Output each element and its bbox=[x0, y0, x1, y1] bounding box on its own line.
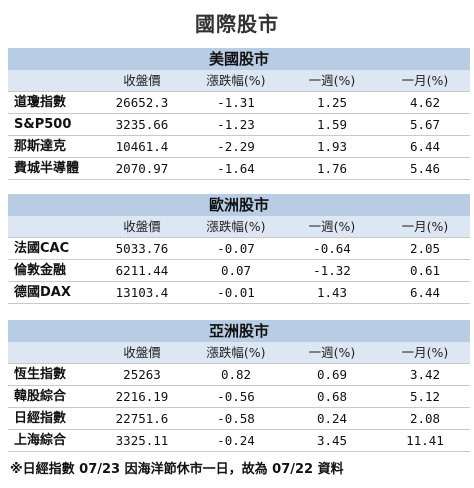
column-header: 一月(%) bbox=[401, 219, 449, 234]
index-name: 德國DAX bbox=[14, 285, 71, 300]
column-header: 收盤價 bbox=[123, 73, 161, 88]
column-header: 漲跌幅(%) bbox=[206, 219, 266, 234]
close-price: 3325.11 bbox=[115, 433, 169, 448]
week-pct: 1.43 bbox=[316, 285, 348, 300]
table-row: 法國CAC 5033.76 -0.07 -0.64 2.05 bbox=[8, 238, 470, 260]
table-row: 道瓊指數 26652.3 -1.31 1.25 4.62 bbox=[8, 92, 470, 114]
week-pct: 1.59 bbox=[316, 117, 348, 132]
column-header: 一月(%) bbox=[401, 73, 449, 88]
close-price: 25263 bbox=[123, 367, 161, 382]
close-price: 2216.19 bbox=[115, 389, 169, 404]
month-pct: 6.44 bbox=[409, 285, 441, 300]
change-pct: -0.24 bbox=[217, 433, 255, 448]
month-pct: 2.08 bbox=[409, 411, 441, 426]
section-europe: 歐洲股市 收盤價 漲跌幅(%) 一週(%) 一月(%) 法國CAC 5033.7… bbox=[8, 194, 470, 304]
index-name: 道瓊指數 bbox=[14, 95, 67, 110]
index-name: 倫敦金融 bbox=[14, 263, 67, 278]
index-name: S&P500 bbox=[14, 117, 72, 132]
month-pct: 0.61 bbox=[409, 263, 441, 278]
table-row: 日經指數 22751.6 -0.58 0.24 2.08 bbox=[8, 408, 470, 430]
table-row: 那斯達克 10461.4 -2.29 1.93 6.44 bbox=[8, 136, 470, 158]
column-header-row: 收盤價 漲跌幅(%) 一週(%) 一月(%) bbox=[8, 70, 470, 92]
week-pct: 1.76 bbox=[316, 161, 348, 176]
column-header-row: 收盤價 漲跌幅(%) 一週(%) 一月(%) bbox=[8, 216, 470, 238]
close-price: 22751.6 bbox=[115, 411, 169, 426]
section-us: 美國股市 收盤價 漲跌幅(%) 一週(%) 一月(%) 道瓊指數 26652.3… bbox=[8, 48, 470, 180]
close-price: 10461.4 bbox=[115, 139, 169, 154]
table-row: S&P500 3235.66 -1.23 1.59 5.67 bbox=[8, 114, 470, 136]
column-header-row: 收盤價 漲跌幅(%) 一週(%) 一月(%) bbox=[8, 342, 470, 364]
month-pct: 4.62 bbox=[409, 95, 441, 110]
column-header bbox=[8, 216, 96, 237]
week-pct: -1.32 bbox=[313, 263, 351, 278]
change-pct: -1.64 bbox=[217, 161, 255, 176]
change-pct: -1.23 bbox=[217, 117, 255, 132]
section-title: 美國股市 bbox=[8, 48, 470, 70]
month-pct: 2.05 bbox=[409, 241, 441, 256]
change-pct: -0.58 bbox=[217, 411, 255, 426]
section-title: 亞洲股市 bbox=[8, 320, 470, 342]
week-pct: 0.69 bbox=[316, 367, 348, 382]
month-pct: 5.12 bbox=[409, 389, 441, 404]
section-title: 歐洲股市 bbox=[8, 194, 470, 216]
index-name: 費城半導體 bbox=[14, 161, 80, 176]
column-header: 一週(%) bbox=[308, 219, 356, 234]
week-pct: -0.64 bbox=[313, 241, 351, 256]
table-body: 道瓊指數 26652.3 -1.31 1.25 4.62 S&P500 3235… bbox=[8, 92, 470, 180]
month-pct: 5.46 bbox=[409, 161, 441, 176]
week-pct: 0.24 bbox=[316, 411, 348, 426]
column-header: 收盤價 bbox=[123, 345, 161, 360]
column-header: 一週(%) bbox=[308, 345, 356, 360]
close-price: 26652.3 bbox=[115, 95, 169, 110]
change-pct: 0.82 bbox=[220, 367, 252, 382]
column-header: 漲跌幅(%) bbox=[206, 345, 266, 360]
change-pct: -1.31 bbox=[217, 95, 255, 110]
change-pct: 0.07 bbox=[220, 263, 252, 278]
footnote: ※日經指數 07/23 因海洋節休市一日，故為 07/22 資料 bbox=[10, 462, 344, 477]
column-header: 一月(%) bbox=[401, 345, 449, 360]
table-body: 法國CAC 5033.76 -0.07 -0.64 2.05 倫敦金融 6211… bbox=[8, 238, 470, 304]
column-header: 收盤價 bbox=[123, 219, 161, 234]
table-row: 韓股綜合 2216.19 -0.56 0.68 5.12 bbox=[8, 386, 470, 408]
month-pct: 11.41 bbox=[406, 433, 444, 448]
page-title: 國際股市 bbox=[195, 12, 279, 36]
close-price: 2070.97 bbox=[115, 161, 169, 176]
week-pct: 1.25 bbox=[316, 95, 348, 110]
change-pct: -0.07 bbox=[217, 241, 255, 256]
close-price: 6211.44 bbox=[115, 263, 169, 278]
week-pct: 3.45 bbox=[316, 433, 348, 448]
week-pct: 0.68 bbox=[316, 389, 348, 404]
change-pct: -2.29 bbox=[217, 139, 255, 154]
table-row: 費城半導體 2070.97 -1.64 1.76 5.46 bbox=[8, 158, 470, 180]
index-name: 日經指數 bbox=[14, 411, 67, 426]
column-header bbox=[8, 342, 96, 363]
column-header: 一週(%) bbox=[308, 73, 356, 88]
table-row: 恆生指數 25263 0.82 0.69 3.42 bbox=[8, 364, 470, 386]
close-price: 13103.4 bbox=[115, 285, 169, 300]
section-asia: 亞洲股市 收盤價 漲跌幅(%) 一週(%) 一月(%) 恆生指數 25263 0… bbox=[8, 320, 470, 452]
index-name: 恆生指數 bbox=[14, 367, 67, 382]
change-pct: -0.56 bbox=[217, 389, 255, 404]
index-name: 那斯達克 bbox=[14, 139, 67, 154]
close-price: 3235.66 bbox=[115, 117, 169, 132]
month-pct: 5.67 bbox=[409, 117, 441, 132]
month-pct: 3.42 bbox=[409, 367, 441, 382]
column-header: 漲跌幅(%) bbox=[206, 73, 266, 88]
column-header bbox=[8, 70, 96, 91]
close-price: 5033.76 bbox=[115, 241, 169, 256]
index-name: 法國CAC bbox=[14, 241, 70, 256]
table-body: 恆生指數 25263 0.82 0.69 3.42 韓股綜合 2216.19 -… bbox=[8, 364, 470, 452]
month-pct: 6.44 bbox=[409, 139, 441, 154]
index-name: 上海綜合 bbox=[14, 433, 67, 448]
week-pct: 1.93 bbox=[316, 139, 348, 154]
table-row: 倫敦金融 6211.44 0.07 -1.32 0.61 bbox=[8, 260, 470, 282]
change-pct: -0.01 bbox=[217, 285, 255, 300]
table-row: 德國DAX 13103.4 -0.01 1.43 6.44 bbox=[8, 282, 470, 304]
table-row: 上海綜合 3325.11 -0.24 3.45 11.41 bbox=[8, 430, 470, 452]
index-name: 韓股綜合 bbox=[14, 389, 67, 404]
